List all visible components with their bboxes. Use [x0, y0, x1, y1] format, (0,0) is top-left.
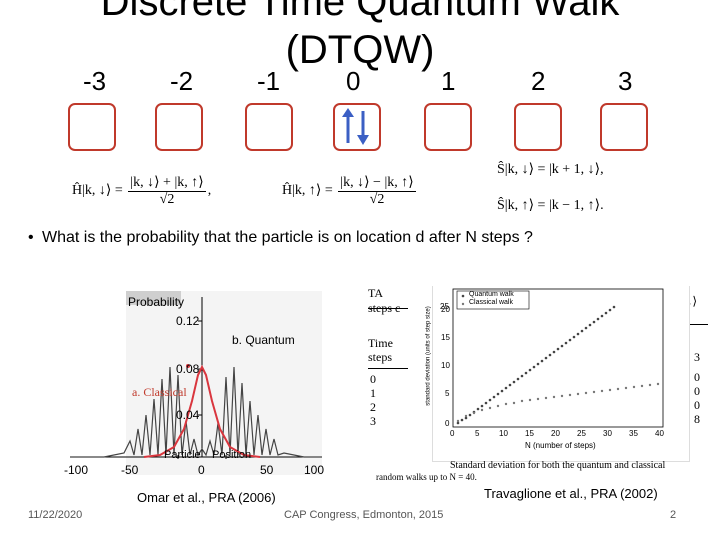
table-rule — [368, 308, 408, 309]
position-label: -3 — [83, 66, 107, 96]
x-axis-label-position: Position — [212, 449, 252, 461]
hadamard-down-formula: Ĥ|k, ↓⟩ = |k, ↓⟩ + |k, ↑⟩ √2 , — [72, 174, 211, 208]
formula-comma: , — [207, 183, 212, 199]
table-cell: 1 — [370, 386, 376, 400]
x-tick-label: 30 — [603, 429, 612, 438]
table-cell: 0 — [370, 372, 376, 386]
x-tick-label: 10 — [499, 429, 508, 438]
x-tick-label: -50 — [121, 463, 139, 477]
position-label: -1 — [257, 66, 281, 96]
x-tick-label: 40 — [655, 429, 664, 438]
position-label: 3 — [618, 66, 633, 96]
table-cell: 8 — [694, 412, 700, 426]
formula-denominator: √2 — [369, 192, 385, 207]
table-cell: 2 — [370, 400, 376, 414]
table-cell: 0 — [694, 370, 700, 384]
lattice-site-box — [600, 103, 648, 151]
classical-label: a. Classical — [132, 385, 187, 399]
question-bullet: • What is the probability that the parti… — [28, 228, 682, 248]
table-header: Time steps — [368, 336, 393, 364]
slide-title-line1: Discrete Time Quantum Walk — [100, 0, 620, 24]
y-tick-label: 0.04 — [176, 408, 200, 422]
y-tick-label: 0.08 — [176, 362, 200, 376]
formula-numerator: |k, ↓⟩ − |k, ↑⟩ — [338, 175, 416, 192]
table-cell: 3 — [370, 414, 376, 428]
position-label: -2 — [170, 66, 194, 96]
citation-right: Travaglione et al., PRA (2002) — [484, 486, 658, 501]
position-label: 1 — [441, 66, 456, 96]
table-cell: 0 — [694, 384, 700, 398]
probability-plot — [64, 289, 326, 479]
footer-page-number: 2 — [670, 509, 677, 521]
table-cell: 3 — [694, 350, 700, 364]
y-tick-label: 5 — [445, 389, 450, 398]
x-tick-label: 15 — [525, 429, 534, 438]
x-tick-label: 100 — [304, 463, 325, 477]
formula-lhs: Ĥ|k, ↓⟩ = — [72, 183, 123, 199]
right-column-values: 3 0 0 0 8 — [694, 350, 700, 426]
x-tick-label: 5 — [475, 429, 480, 438]
position-label: 0 — [346, 66, 361, 96]
table-rows: 0 1 2 3 — [370, 372, 376, 428]
x-tick-label: 0 — [450, 429, 455, 438]
x-tick-label: -100 — [64, 463, 89, 477]
table-header-steps: steps — [368, 350, 392, 364]
std-dev-plot — [452, 288, 664, 428]
table-header-time: Time — [368, 336, 393, 350]
footer-conference: CAP Congress, Edmonton, 2015 — [284, 509, 444, 521]
quantum-label: b. Quantum — [232, 333, 295, 347]
table-rule — [368, 368, 408, 369]
position-label: 2 — [531, 66, 546, 96]
table-cell: 0 — [694, 398, 700, 412]
lattice-site-box — [333, 103, 381, 151]
question-text: What is the probability that the particl… — [42, 229, 533, 246]
citation-left: Omar et al., PRA (2006) — [137, 490, 276, 505]
standard-deviation-figure: TA steps c Time steps 0 1 2 3 |, ↓⟩ 3 0 … — [368, 286, 708, 486]
lattice-site-box — [514, 103, 562, 151]
y-tick-labels: 25 — [440, 293, 449, 320]
hadamard-up-formula: Ĥ|k, ↑⟩ = |k, ↓⟩ − |k, ↑⟩ √2 — [282, 174, 418, 208]
legend-quantum: Quantum walk — [469, 291, 514, 298]
table-fragment: TA steps c — [368, 286, 400, 316]
x-tick-label: 25 — [577, 429, 586, 438]
y-axis-label: standard deviation (units of step size) — [425, 306, 432, 406]
lattice-site-box — [424, 103, 472, 151]
lattice-site-box — [245, 103, 293, 151]
plot-panel: Quantum walk Classical walk 25 20 15 10 … — [426, 286, 690, 462]
bullet-dot: • — [28, 229, 34, 246]
figure-caption-line2: random walks up to N = 40. — [376, 472, 477, 482]
figure-caption-line1: Standard deviation for both the quantum … — [450, 460, 666, 471]
shift-up-formula: Ŝ|k, ↑⟩ = |k − 1, ↑⟩. — [497, 198, 604, 213]
formula-lhs: Ĥ|k, ↑⟩ = — [282, 183, 333, 199]
y-tick-label: 10 — [441, 361, 450, 370]
slide-title-line2: (DTQW) — [285, 28, 435, 72]
lattice-site-box — [68, 103, 116, 151]
x-tick-label: 0 — [198, 463, 205, 477]
x-tick-label: 20 — [551, 429, 560, 438]
shift-down-formula: Ŝ|k, ↓⟩ = |k + 1, ↓⟩, — [497, 162, 604, 177]
y-tick-label: 20 — [441, 305, 450, 314]
footer-date: 11/22/2020 — [28, 509, 83, 521]
y-tick-label: 0 — [445, 419, 450, 428]
y-axis-label: Probability — [128, 295, 185, 309]
y-tick-label: 25 — [440, 302, 449, 311]
formula-denominator: √2 — [159, 192, 175, 207]
lattice-site-box — [155, 103, 203, 151]
probability-distribution-figure: Probability 0.12 0.08 0.04 b. Quantum a.… — [64, 289, 326, 479]
legend-classical: Classical walk — [469, 299, 513, 306]
x-tick-label: 35 — [629, 429, 638, 438]
y-tick-label: 15 — [441, 333, 450, 342]
y-tick-label: 0.12 — [176, 314, 200, 328]
x-axis-label: N (number of steps) — [525, 441, 596, 450]
x-axis-label-particle: Particle — [164, 449, 201, 461]
formula-numerator: |k, ↓⟩ + |k, ↑⟩ — [128, 175, 206, 192]
x-tick-label: 50 — [260, 463, 274, 477]
spin-up-down-icon — [342, 108, 369, 145]
table-fragment-title: TA — [368, 286, 384, 300]
table-rule — [678, 324, 708, 325]
